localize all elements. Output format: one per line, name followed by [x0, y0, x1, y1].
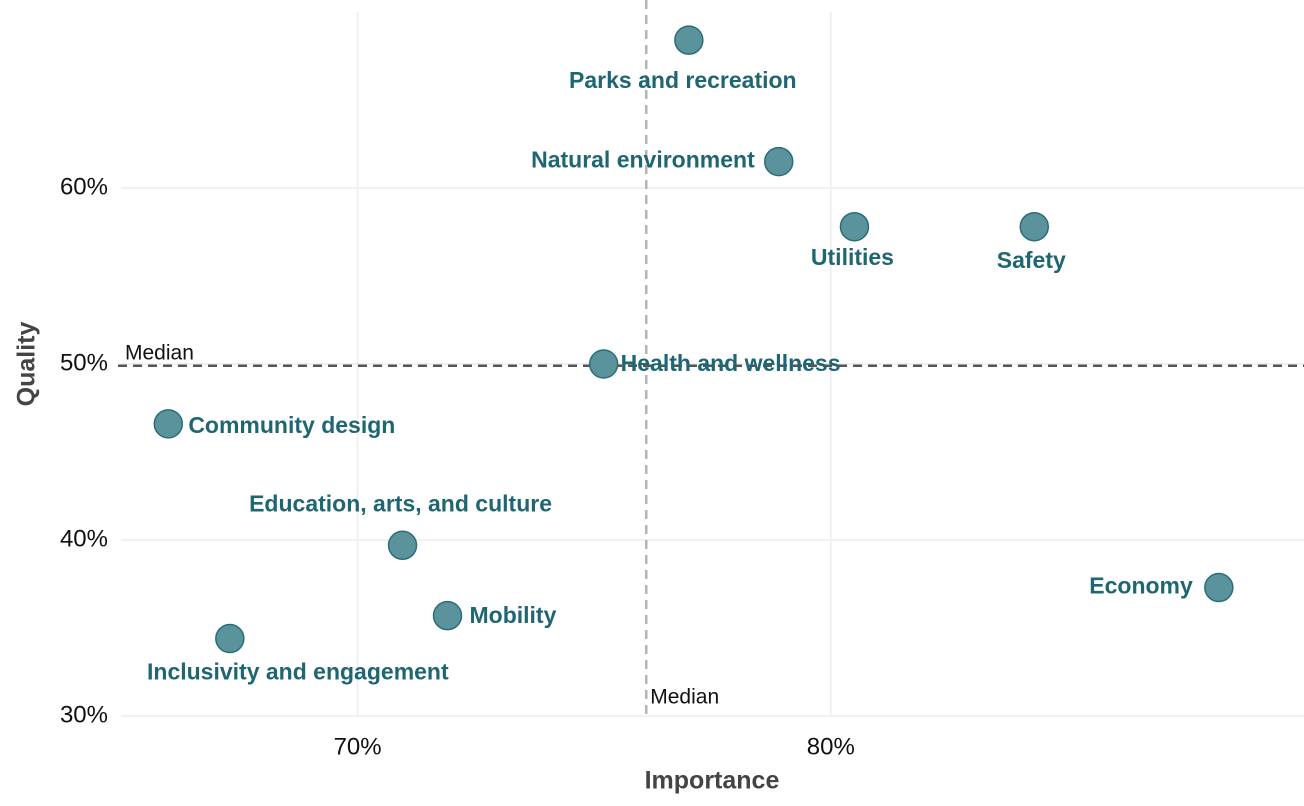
point-label: Health and wellness [621, 350, 841, 376]
point-label: Economy [1089, 573, 1193, 599]
point-label: Safety [997, 247, 1066, 273]
x-axis-title: Importance [645, 767, 780, 795]
x-tick-label: 80% [807, 733, 855, 760]
y-tick-label: 50% [60, 349, 108, 376]
point [674, 25, 704, 55]
point [588, 349, 619, 379]
point [153, 409, 184, 439]
median-label: Median [125, 341, 194, 364]
x-tick-label: 70% [334, 733, 382, 760]
point [432, 600, 463, 631]
point-label: Natural environment [531, 147, 755, 173]
point-label: Community design [188, 412, 395, 438]
point [763, 146, 794, 177]
point-label: Inclusivity and engagement [147, 659, 449, 685]
point [839, 211, 870, 242]
point [215, 623, 245, 654]
point-label: Mobility [470, 602, 557, 628]
y-tick-label: 40% [60, 525, 108, 552]
point-label: Education, arts, and culture [249, 490, 552, 516]
point-label: Utilities [811, 244, 894, 270]
point [387, 530, 418, 561]
point [1019, 211, 1050, 242]
y-tick-label: 60% [60, 173, 108, 200]
point [1204, 572, 1234, 603]
y-tick-label: 30% [60, 701, 108, 728]
y-axis-title: Quality [13, 322, 41, 407]
point-label: Parks and recreation [569, 67, 797, 93]
median-label: Median [650, 686, 719, 709]
